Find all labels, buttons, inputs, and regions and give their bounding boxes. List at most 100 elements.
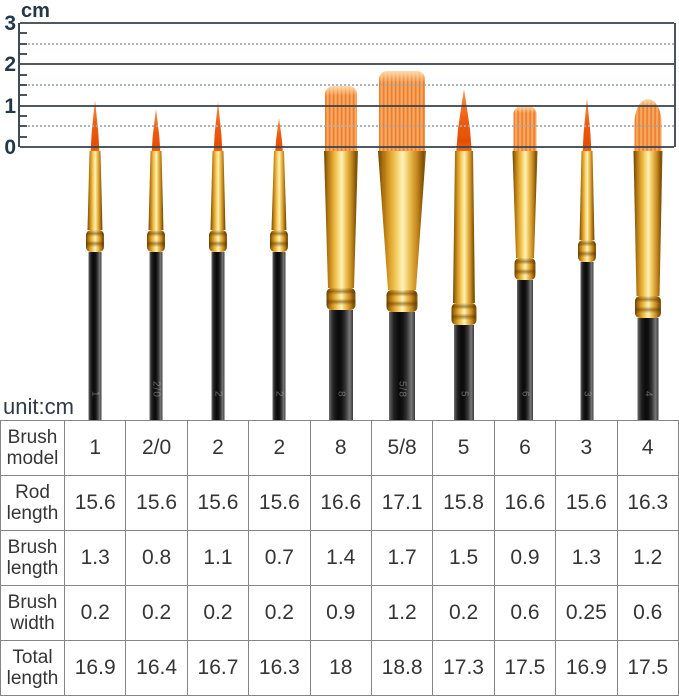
row-header-model: Brush model [0,420,65,476]
bristle-tip [582,98,592,155]
ferrule [579,151,595,240]
brush-7-model-5: 5 [448,89,480,420]
cell-total_length-brush-2: 16.4 [125,640,188,696]
bristle-tip [151,109,161,155]
cell-total_length-brush-1: 16.9 [63,640,127,696]
bristle-tip [634,99,662,155]
handle: 2 [211,252,225,420]
handle: 6 [517,280,533,420]
cell-rod_length-brush-6: 17.1 [370,475,434,531]
brush-8-model-6: 6 [509,106,541,420]
handle: 8 [329,310,353,420]
table-row-brush_length: Brush length 1.3 0.8 1.1 0.7 1.4 1.7 1.5 0.9 1.3 1… [0,530,679,586]
bristle-tip [275,118,283,155]
ferrule-crimp-rings [514,258,536,280]
handle-model-mark: 1 [89,391,101,398]
ferrule [210,151,226,230]
handle-model-mark: 2 [273,391,285,398]
handle-model-mark: 3 [581,391,593,398]
ferrule [633,151,663,296]
cell-brush_length-brush-7: 1.5 [432,530,495,586]
brush-9-model-3: 3 [576,98,599,420]
bristle-tip [213,102,223,155]
ruler-line-3 [20,22,674,24]
row-header-rod_length: Rod length [0,475,65,531]
cell-model-brush-4: 2 [248,420,311,476]
ruler-minor-tick [20,94,27,97]
ferrule [87,151,103,230]
bristle-tip [513,106,537,155]
cell-total_length-brush-3: 16.7 [186,640,250,696]
handle-model-mark: 2 [212,391,224,398]
ferrule-crimp-rings [147,230,165,252]
ferrule [271,151,287,230]
cell-brush_width-brush-9: 0.25 [555,585,618,641]
cell-brush_length-brush-10: 1.2 [616,530,679,586]
cell-total_length-brush-4: 16.3 [248,640,311,696]
cell-rod_length-brush-2: 15.6 [125,475,188,531]
cell-rod_length-brush-3: 15.6 [186,475,250,531]
cell-brush_length-brush-8: 0.9 [493,530,557,586]
ferrule-crimp-rings [451,303,477,325]
cell-rod_length-brush-8: 16.6 [493,475,557,531]
cell-model-brush-3: 2 [186,420,250,476]
cell-brush_width-brush-6: 1.2 [370,585,434,641]
brush-6-model-5-8: 5/8 [375,71,430,420]
row-header-brush_width: Brush width [0,585,65,641]
bristle-tip [379,71,425,155]
cell-model-brush-5: 8 [309,420,372,476]
handle-model-mark: 8 [335,391,347,398]
table-row-total_length: Total length 16.9 16.4 16.7 16.3 18 18.8 17.3 17… [0,640,679,696]
cell-brush_width-brush-7: 0.2 [432,585,495,641]
handle-model-mark: 5/8 [396,381,408,398]
cell-brush_length-brush-4: 0.7 [248,530,311,586]
ferrule-crimp-rings [86,230,104,252]
ruler-unit-label: cm [21,0,50,22]
ruler-tick-label-0: 0 [4,136,16,159]
ferrule-crimp-rings [635,296,661,318]
ruler-minor-tick [20,115,27,117]
cell-brush_width-brush-3: 0.2 [186,585,250,641]
ruler-line-2 [20,63,674,66]
ruler-tick-label-3: 3 [4,12,16,35]
handle: 1 [88,252,102,420]
ferrule-crimp-rings [578,240,596,262]
cell-rod_length-brush-5: 16.6 [309,475,372,531]
row-header-total_length: Total length [0,640,65,696]
ferrule-crimp-rings [326,288,356,310]
cell-total_length-brush-6: 18.8 [370,640,434,696]
ferrule [324,151,358,288]
ferrule-crimp-rings [270,230,288,252]
bristle-tip [325,86,357,155]
handle: 4 [637,318,659,420]
bristle-tip [90,100,100,155]
cell-rod_length-brush-10: 16.3 [616,475,679,531]
cell-rod_length-brush-1: 15.6 [63,475,127,531]
brush-4-model-2: 2 [268,118,291,420]
cell-rod_length-brush-7: 15.8 [432,475,495,531]
handle-model-mark: 5 [458,391,470,398]
ruler-tick-label-1: 1 [4,94,16,118]
ruler-minor-tick [20,135,27,138]
cell-rod_length-brush-9: 15.6 [555,475,618,531]
cell-brush_length-brush-6: 1.7 [370,530,434,586]
ruler-minor-tick [20,125,27,128]
handle: 5/8 [389,312,415,420]
brush-3-model-2: 2 [207,102,230,420]
ruler-minor-tick [20,53,27,55]
cell-total_length-brush-10: 17.5 [616,640,679,696]
cell-model-brush-10: 4 [616,420,679,476]
handle-model-mark: 6 [519,391,531,398]
cell-model-brush-1: 1 [63,420,127,476]
spec-table-body: Brush model 1 2/0 2 2 8 5/8 5 6 3 4 Rod length 15.6 1… [0,420,679,696]
ferrule [378,151,426,290]
table-row-brush_width: Brush width 0.2 0.2 0.2 0.2 0.9 1.2 0.2 0.6 0.25 0… [0,585,679,641]
table-row-model: Brush model 1 2/0 2 2 8 5/8 5 6 3 4 [0,420,679,476]
handle: 3 [580,262,594,420]
cell-brush_width-brush-10: 0.6 [616,585,679,641]
cell-brush_length-brush-5: 1.4 [309,530,372,586]
row-header-brush_length: Brush length [0,530,65,586]
cell-total_length-brush-7: 17.3 [432,640,495,696]
ruler-minor-tick [20,42,27,45]
